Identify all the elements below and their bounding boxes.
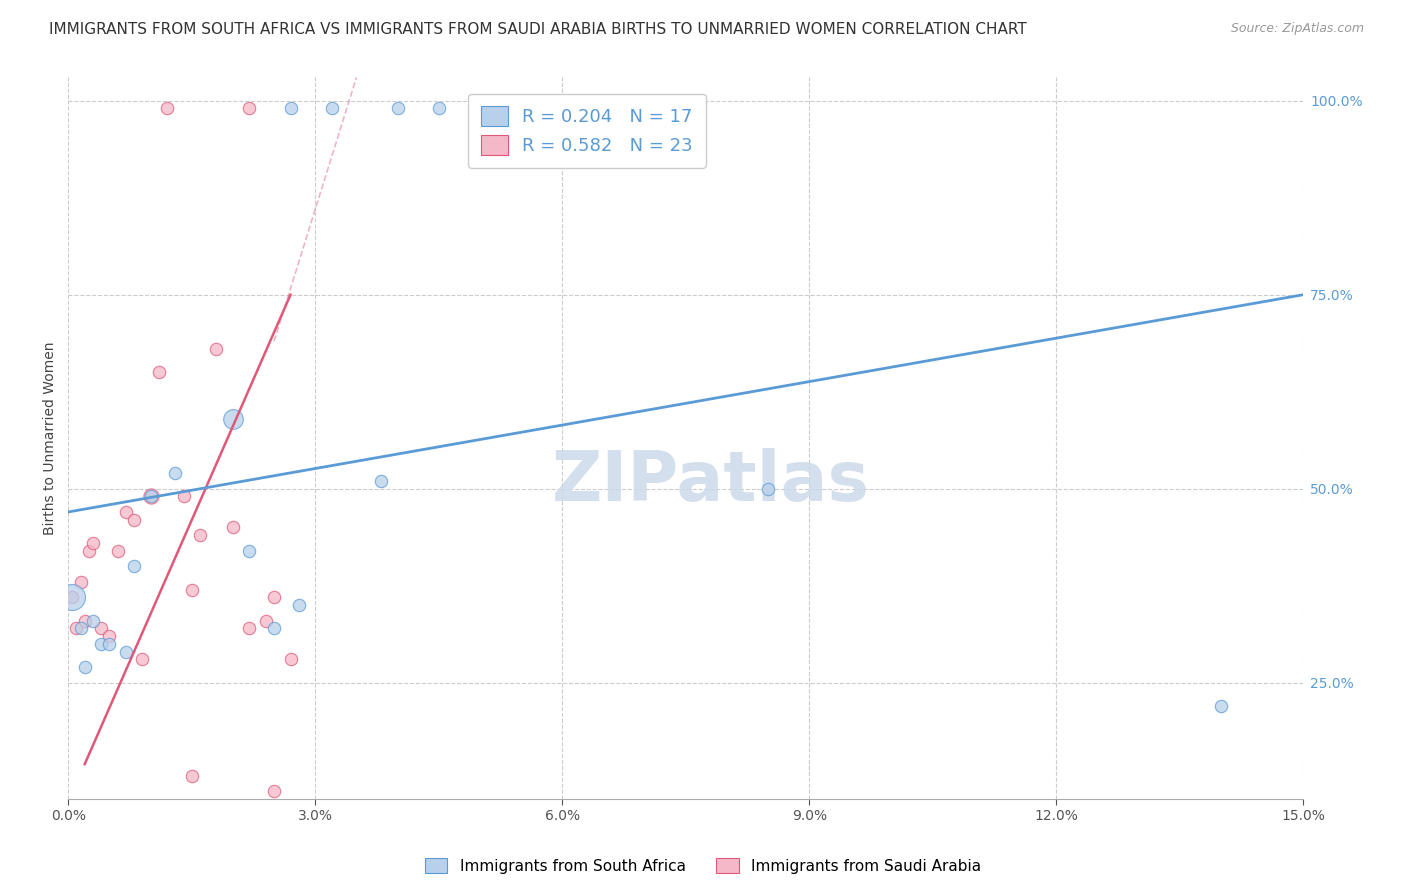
Point [1209, 698, 1232, 713]
Point [280, 102, 302, 116]
Point [60, 591, 83, 605]
Legend: Immigrants from South Africa, Immigrants from Saudi Arabia: Immigrants from South Africa, Immigrants… [419, 852, 987, 880]
Point [575, 102, 598, 116]
Point [65, 621, 87, 635]
Y-axis label: Births to Unmarried Women: Births to Unmarried Women [44, 342, 58, 535]
Point [90, 637, 112, 651]
Point [107, 543, 129, 558]
Point [77, 543, 100, 558]
Point [139, 490, 162, 504]
Point [173, 490, 195, 504]
Point [617, 102, 640, 116]
Point [222, 412, 245, 426]
Point [73, 614, 96, 628]
Point [188, 528, 211, 542]
Point [238, 621, 260, 635]
Point [321, 102, 343, 116]
Point [165, 466, 187, 480]
Legend: R = 0.204   N = 17, R = 0.582   N = 23: R = 0.204 N = 17, R = 0.582 N = 23 [468, 94, 706, 168]
Point [756, 482, 779, 496]
Point [280, 652, 302, 666]
Point [675, 102, 697, 116]
Point [139, 490, 162, 504]
Point [122, 559, 145, 574]
Point [82, 536, 104, 550]
Point [115, 505, 138, 519]
Point [205, 342, 228, 356]
Point [122, 513, 145, 527]
Point [263, 621, 285, 635]
Point [263, 591, 285, 605]
Point [156, 102, 179, 116]
Point [238, 543, 260, 558]
Point [90, 621, 112, 635]
Text: Source: ZipAtlas.com: Source: ZipAtlas.com [1230, 22, 1364, 36]
Point [534, 102, 557, 116]
Point [288, 598, 311, 612]
Point [98, 637, 121, 651]
Point [115, 645, 138, 659]
Point [180, 582, 202, 597]
Text: ZIPatlas: ZIPatlas [551, 448, 869, 515]
Point [427, 102, 450, 116]
Point [69, 574, 91, 589]
Point [82, 614, 104, 628]
Point [254, 614, 277, 628]
Point [222, 520, 245, 534]
Point [131, 652, 153, 666]
Text: IMMIGRANTS FROM SOUTH AFRICA VS IMMIGRANTS FROM SAUDI ARABIA BIRTHS TO UNMARRIED: IMMIGRANTS FROM SOUTH AFRICA VS IMMIGRAN… [49, 22, 1026, 37]
Point [69, 621, 91, 635]
Point [98, 629, 121, 643]
Point [148, 365, 170, 379]
Point [60, 591, 83, 605]
Point [387, 102, 409, 116]
Point [73, 660, 96, 674]
Point [238, 102, 260, 116]
Point [370, 474, 392, 488]
Point [263, 784, 285, 798]
Point [180, 769, 202, 783]
